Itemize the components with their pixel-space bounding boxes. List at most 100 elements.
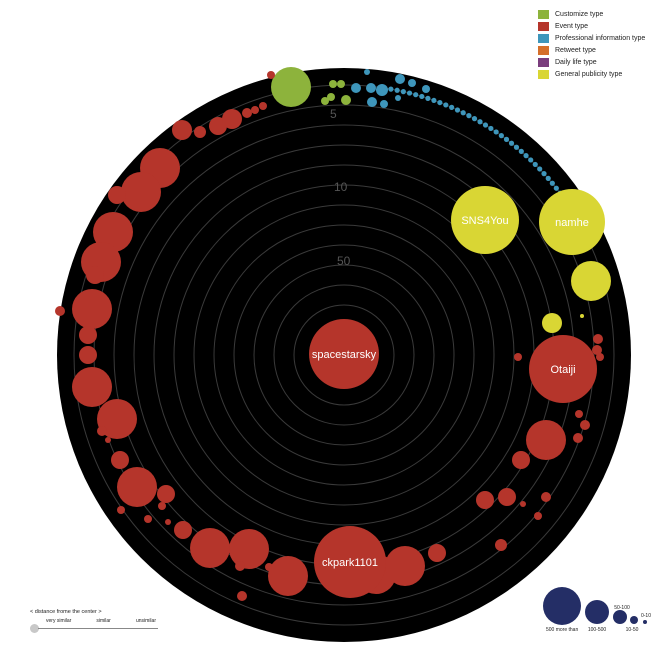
ring-label: 50 bbox=[337, 254, 351, 268]
bubble bbox=[172, 120, 192, 140]
bubble bbox=[367, 97, 377, 107]
bubble bbox=[157, 485, 175, 503]
bubble bbox=[117, 506, 125, 514]
distance-label-very-similar: very similar bbox=[46, 618, 72, 624]
bubble bbox=[580, 314, 584, 318]
bubble bbox=[545, 175, 551, 181]
bubble bbox=[518, 148, 524, 154]
distance-legend-title: < distance frome the center > bbox=[30, 609, 102, 615]
bubble bbox=[86, 266, 104, 284]
bubble bbox=[79, 346, 97, 364]
bubble bbox=[422, 85, 430, 93]
bubble bbox=[97, 426, 107, 436]
bubble-sns4you bbox=[451, 186, 519, 254]
bubble-ckpark1101 bbox=[314, 526, 386, 598]
bubble bbox=[476, 491, 494, 509]
size-legend: 500 more than 100-500 50-100 10-50 0-10 bbox=[538, 585, 658, 645]
bubble bbox=[580, 420, 590, 430]
size-circle-50-100 bbox=[613, 610, 627, 624]
bubble bbox=[503, 136, 510, 142]
distance-ring bbox=[293, 304, 395, 406]
bubble bbox=[482, 122, 489, 128]
bubble bbox=[488, 125, 494, 132]
bubble bbox=[460, 110, 466, 116]
bubble bbox=[534, 512, 542, 520]
bubble bbox=[541, 492, 551, 502]
bubble bbox=[174, 521, 192, 539]
bubble bbox=[573, 433, 583, 443]
bubble bbox=[395, 74, 405, 84]
bubble bbox=[341, 95, 351, 105]
bubble bbox=[400, 89, 406, 95]
bubble bbox=[380, 100, 388, 108]
distance-label-similar: similar bbox=[96, 618, 111, 624]
bubble bbox=[329, 80, 337, 88]
bubble bbox=[268, 556, 308, 596]
bubble bbox=[425, 95, 431, 101]
legend-label: Customize type bbox=[555, 10, 604, 18]
bubble-spacestarsky bbox=[309, 319, 379, 389]
legend: Customize type Event type Professional inf… bbox=[538, 8, 645, 80]
bubble-label-otaiji: Otaiji bbox=[550, 364, 575, 376]
bubble bbox=[117, 467, 157, 507]
bubble bbox=[271, 67, 311, 107]
distance-ring bbox=[233, 244, 455, 466]
legend-label: Professional information type bbox=[555, 34, 646, 42]
bubble bbox=[571, 261, 611, 301]
bubble bbox=[495, 539, 507, 551]
bubble bbox=[449, 104, 455, 110]
ring-label: 5 bbox=[330, 107, 337, 121]
bubble-namhe bbox=[539, 189, 605, 255]
bubble-otaiji bbox=[529, 335, 597, 403]
bubble bbox=[575, 410, 583, 418]
bubble bbox=[229, 529, 269, 569]
bubble bbox=[108, 186, 126, 204]
bubble bbox=[337, 80, 345, 88]
bubble bbox=[111, 451, 129, 469]
size-circle-500-more bbox=[543, 587, 581, 625]
bubble bbox=[351, 83, 361, 93]
bubble bbox=[242, 108, 252, 118]
bubble bbox=[267, 71, 275, 79]
legend-swatch bbox=[538, 45, 549, 55]
distance-ring bbox=[213, 224, 475, 486]
bubble bbox=[493, 129, 499, 135]
legend-item: Daily life type bbox=[538, 56, 645, 68]
bubble bbox=[526, 420, 566, 460]
legend-label: Retweet type bbox=[555, 46, 596, 54]
bubble bbox=[419, 93, 425, 100]
distance-ring bbox=[253, 264, 435, 446]
legend-item: Retweet type bbox=[538, 44, 645, 56]
bubble bbox=[537, 166, 543, 172]
bubble bbox=[471, 116, 478, 122]
bubble bbox=[437, 99, 443, 106]
bubble bbox=[443, 102, 449, 108]
distance-legend-labels: very similar similar unsimilar bbox=[46, 618, 156, 624]
distance-ring bbox=[193, 204, 495, 506]
bubble bbox=[466, 113, 472, 119]
bubble bbox=[376, 84, 388, 96]
bubble bbox=[72, 289, 112, 329]
legend-label: Event type bbox=[555, 22, 589, 30]
bubble bbox=[508, 140, 515, 146]
bubble bbox=[237, 591, 247, 601]
legend-swatch bbox=[538, 21, 549, 31]
bubble bbox=[165, 519, 171, 525]
legend-swatch bbox=[538, 69, 549, 79]
legend-swatch bbox=[538, 9, 549, 19]
size-circle-0-10 bbox=[643, 620, 647, 624]
ring-labels: 5 10 50 bbox=[330, 107, 351, 268]
legend-swatch bbox=[538, 33, 549, 43]
bubble bbox=[408, 79, 416, 87]
bubble bbox=[222, 109, 242, 129]
bubble bbox=[513, 144, 520, 150]
bubble bbox=[428, 544, 446, 562]
bubble bbox=[79, 326, 97, 344]
bubble bbox=[514, 353, 522, 361]
bubble bbox=[542, 313, 562, 333]
bubble bbox=[395, 95, 401, 101]
bubble bbox=[364, 69, 370, 75]
bubble bbox=[385, 546, 425, 586]
bubble-label-namhe: namhe bbox=[555, 217, 589, 229]
